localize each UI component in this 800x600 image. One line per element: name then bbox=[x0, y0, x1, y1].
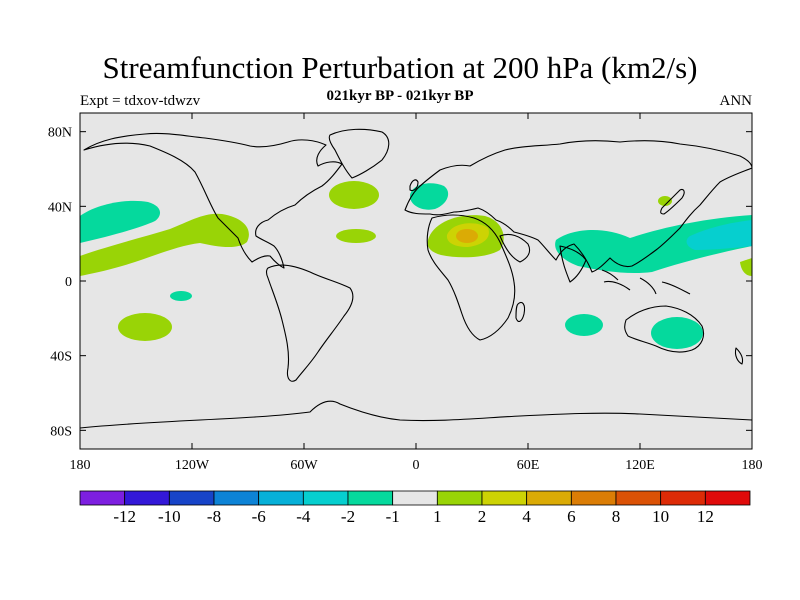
coast-maritime-continent bbox=[601, 269, 691, 295]
colorbar-label: -6 bbox=[252, 507, 266, 526]
coast-madagascar bbox=[515, 301, 526, 323]
anomaly-natlantic bbox=[329, 181, 379, 209]
colorbar-label: -4 bbox=[296, 507, 311, 526]
x-tick-label: 60E bbox=[517, 458, 540, 473]
x-tick-label: 0 bbox=[413, 458, 420, 473]
colorbar-swatch bbox=[124, 490, 170, 506]
experiment-label: Expt = tdxov-tdwzv bbox=[80, 93, 201, 109]
anomaly-sepacific bbox=[170, 291, 192, 301]
colorbar: -12 -10 -8 -6 -4 -2 -1 1 2 4 6 8 10 12 bbox=[79, 490, 751, 526]
anomaly-npacific bbox=[80, 200, 161, 243]
colorbar-swatch bbox=[481, 490, 528, 506]
anomaly-tasman bbox=[651, 317, 703, 349]
coast-japan bbox=[660, 188, 685, 215]
period-label: 021kyr BP - 021kyr BP bbox=[326, 88, 474, 104]
colorbar-label: -1 bbox=[386, 507, 400, 526]
coast-south-america bbox=[265, 264, 354, 382]
y-tick-label: 40N bbox=[48, 200, 72, 215]
anomaly-indopacific-core bbox=[686, 220, 752, 250]
colorbar-swatch bbox=[347, 490, 394, 506]
coast-india bbox=[559, 245, 587, 283]
longitude-axis: 180 120W 60W 0 60E 120E 180 bbox=[70, 113, 763, 473]
plot-title: Streamfunction Perturbation at 200 hPa (… bbox=[102, 50, 698, 85]
coast-north-america bbox=[83, 132, 343, 269]
coast-arabia bbox=[499, 233, 531, 263]
colorbar-swatch bbox=[570, 490, 617, 506]
map-background bbox=[80, 113, 752, 449]
colorbar-label: 6 bbox=[567, 507, 576, 526]
coast-eurasia bbox=[404, 140, 752, 273]
colorbar-swatch bbox=[302, 490, 349, 506]
coastlines bbox=[80, 128, 752, 429]
anomaly-europe bbox=[409, 183, 449, 210]
colorbar-label: -12 bbox=[113, 507, 136, 526]
anomaly-tropical-pacific bbox=[80, 213, 249, 276]
colorbar-label: -8 bbox=[207, 507, 221, 526]
colorbar-swatch bbox=[615, 490, 662, 506]
colorbar-label: 12 bbox=[697, 507, 714, 526]
colorbar-swatch bbox=[660, 490, 706, 506]
colorbar-swatch bbox=[436, 490, 483, 506]
colorbar-label: -10 bbox=[158, 507, 181, 526]
y-tick-label: 40S bbox=[50, 350, 72, 365]
colorbar-swatch bbox=[213, 490, 260, 506]
x-tick-label: 120W bbox=[175, 458, 210, 473]
colorbar-swatch bbox=[392, 490, 438, 506]
anomaly-dateline-east bbox=[740, 258, 752, 276]
latitude-axis: 80N 40N 0 40S 80S bbox=[48, 126, 752, 439]
x-tick-label: 180 bbox=[70, 458, 91, 473]
anomaly-japan bbox=[658, 196, 672, 206]
colorbar-label: 8 bbox=[612, 507, 621, 526]
anomaly-nafrica-core bbox=[456, 229, 478, 243]
colorbar-label: 1 bbox=[433, 507, 442, 526]
anomaly-shading bbox=[80, 181, 752, 349]
colorbar-label: 2 bbox=[478, 507, 487, 526]
y-tick-label: 80N bbox=[48, 126, 72, 141]
colorbar-label: 4 bbox=[522, 507, 531, 526]
colorbar-swatch bbox=[79, 490, 126, 506]
anomaly-subtrop-atlantic bbox=[336, 229, 376, 243]
colorbar-label: -2 bbox=[341, 507, 355, 526]
colorbar-swatch bbox=[526, 490, 572, 506]
anomaly-sindian bbox=[565, 314, 603, 336]
x-tick-label: 120E bbox=[625, 458, 655, 473]
coast-antarctica bbox=[80, 400, 752, 429]
colorbar-swatch bbox=[168, 490, 215, 506]
coast-uk bbox=[409, 179, 419, 192]
y-tick-label: 80S bbox=[50, 424, 72, 439]
x-tick-label: 180 bbox=[742, 458, 763, 473]
colorbar-swatch bbox=[704, 490, 751, 506]
anomaly-spacific bbox=[118, 313, 172, 341]
coast-africa bbox=[426, 214, 516, 341]
colorbar-label: 10 bbox=[652, 507, 669, 526]
x-tick-label: 60W bbox=[290, 458, 318, 473]
coast-new-zealand bbox=[734, 347, 744, 365]
colorbar-swatch bbox=[258, 490, 304, 506]
season-label: ANN bbox=[719, 93, 753, 109]
coast-greenland bbox=[328, 128, 390, 179]
y-tick-label: 0 bbox=[65, 275, 72, 290]
anomaly-indopacific bbox=[555, 215, 752, 274]
coast-australia bbox=[624, 305, 705, 353]
